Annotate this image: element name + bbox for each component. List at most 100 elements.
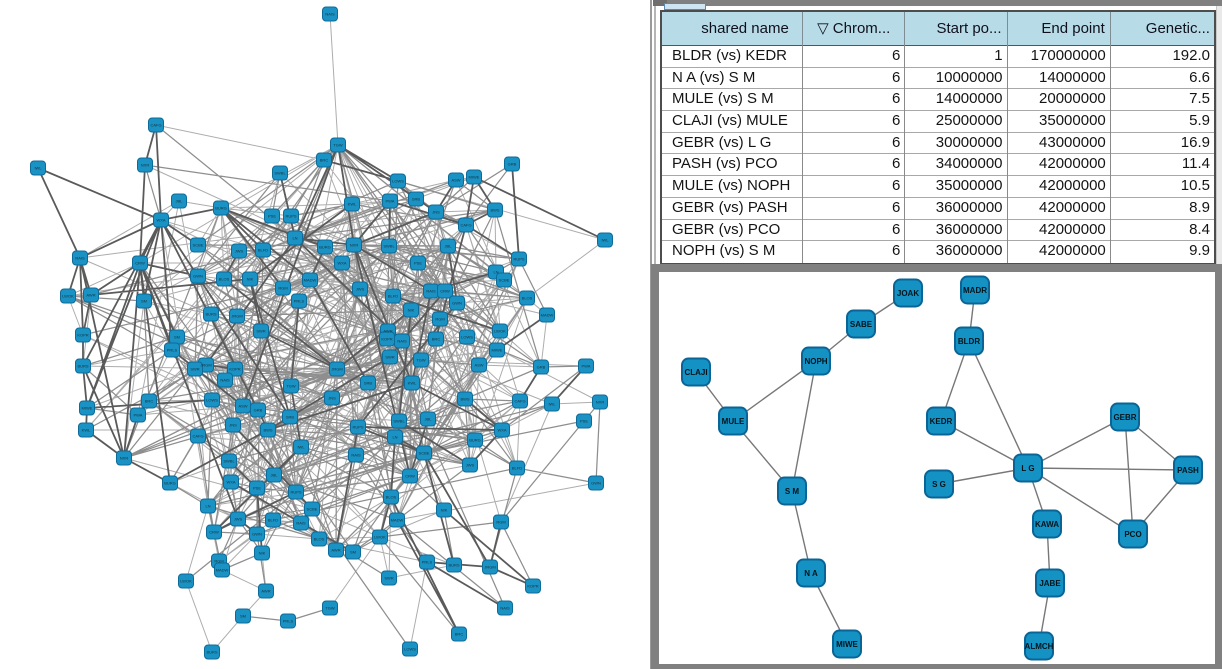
svg-text:CRW: CRW bbox=[209, 530, 219, 535]
svg-text:SWR: SWR bbox=[190, 367, 199, 372]
svg-text:GRB: GRB bbox=[537, 365, 546, 370]
svg-text:RAIS: RAIS bbox=[296, 521, 306, 526]
svg-text:KWL: KWL bbox=[348, 202, 357, 207]
svg-text:JBL: JBL bbox=[176, 199, 184, 204]
svg-text:CRW: CRW bbox=[135, 261, 145, 266]
svg-text:TGW: TGW bbox=[325, 606, 335, 611]
svg-text:SWBL: SWBL bbox=[393, 419, 405, 424]
svg-text:BURS: BURS bbox=[77, 364, 88, 369]
svg-text:SRB: SRB bbox=[412, 197, 421, 202]
svg-text:BURS: BURS bbox=[206, 650, 217, 655]
svg-text:SCBE: SCBE bbox=[419, 451, 430, 456]
svg-text:LN: LN bbox=[292, 236, 297, 241]
svg-text:MIWE: MIWE bbox=[469, 175, 480, 180]
svg-text:BWS: BWS bbox=[460, 397, 469, 402]
svg-text:RGM: RGM bbox=[496, 520, 505, 525]
svg-text:RUPS: RUPS bbox=[513, 257, 524, 262]
svg-text:PRLS: PRLS bbox=[422, 560, 433, 565]
svg-text:MIWE: MIWE bbox=[492, 348, 503, 353]
svg-text:GRB: GRB bbox=[508, 162, 517, 167]
svg-text:JRGM: JRGM bbox=[200, 363, 211, 368]
svg-text:PRLS: PRLS bbox=[167, 348, 178, 353]
svg-text:BURG: BURG bbox=[215, 206, 227, 211]
svg-text:SRB: SRB bbox=[364, 381, 373, 386]
svg-text:NAIS: NAIS bbox=[325, 12, 335, 17]
svg-text:IWL: IWL bbox=[548, 402, 556, 407]
svg-text:JNS: JNS bbox=[229, 423, 237, 428]
svg-text:RUPS: RUPS bbox=[290, 490, 301, 495]
svg-text:NIK: NIK bbox=[441, 508, 448, 513]
svg-text:SM: SM bbox=[141, 299, 147, 304]
svg-text:CAFG: CAFG bbox=[192, 434, 203, 439]
svg-text:RAIS: RAIS bbox=[75, 256, 85, 261]
svg-text:BLOS: BLOS bbox=[386, 495, 397, 500]
svg-text:NXR: NXR bbox=[141, 163, 150, 168]
svg-text:LN: LN bbox=[392, 435, 397, 440]
svg-text:RGM: RGM bbox=[214, 559, 223, 564]
svg-text:BLFD: BLFD bbox=[268, 518, 278, 523]
svg-text:PWA: PWA bbox=[134, 413, 143, 418]
svg-text:SCBE: SCBE bbox=[193, 243, 204, 248]
svg-text:NIK: NIK bbox=[259, 551, 266, 556]
svg-text:JBL: JBL bbox=[445, 244, 453, 249]
svg-text:LOWS: LOWS bbox=[404, 647, 416, 652]
svg-text:SCBE: SCBE bbox=[307, 507, 318, 512]
svg-text:RAIS: RAIS bbox=[351, 453, 361, 458]
svg-text:SWBL: SWBL bbox=[383, 244, 395, 249]
svg-text:BRC: BRC bbox=[432, 337, 441, 342]
svg-text:ASW: ASW bbox=[474, 363, 483, 368]
svg-text:LWOK: LWOK bbox=[374, 535, 386, 540]
svg-text:SWR: SWR bbox=[384, 576, 393, 581]
svg-text:MADW: MADW bbox=[391, 518, 404, 523]
svg-text:SWBL: SWBL bbox=[223, 459, 235, 464]
svg-text:LWOK: LWOK bbox=[494, 329, 506, 334]
svg-text:SWR: SWR bbox=[256, 329, 265, 334]
svg-text:JBL: JBL bbox=[425, 417, 433, 422]
svg-text:BURG: BURG bbox=[469, 438, 481, 443]
svg-text:RUPS: RUPS bbox=[285, 214, 296, 219]
svg-text:NAIS: NAIS bbox=[500, 606, 510, 611]
svg-text:BRC: BRC bbox=[145, 399, 154, 404]
svg-text:RUPS: RUPS bbox=[352, 425, 363, 430]
svg-text:SRB: SRB bbox=[286, 415, 295, 420]
svg-text:JWS: JWS bbox=[466, 463, 475, 468]
svg-text:NXR: NXR bbox=[120, 456, 129, 461]
svg-text:AWR: AWR bbox=[261, 589, 270, 594]
svg-text:WXA: WXA bbox=[226, 480, 235, 485]
svg-text:JRGM: JRGM bbox=[484, 565, 495, 570]
svg-text:BWS: BWS bbox=[263, 428, 272, 433]
svg-text:TGW: TGW bbox=[286, 384, 296, 389]
svg-text:IWL: IWL bbox=[34, 166, 42, 171]
svg-text:PSE: PSE bbox=[580, 419, 588, 424]
svg-text:ASW: ASW bbox=[451, 178, 460, 183]
svg-text:IWL: IWL bbox=[601, 238, 609, 243]
svg-text:BLFD: BLFD bbox=[388, 294, 398, 299]
svg-text:BLFD: BLFD bbox=[258, 248, 268, 253]
svg-text:KWL: KWL bbox=[82, 428, 91, 433]
svg-text:JRGM: JRGM bbox=[231, 314, 242, 319]
svg-text:KOPR: KOPR bbox=[527, 584, 538, 589]
svg-text:GWN: GWN bbox=[452, 301, 462, 306]
svg-text:BLOS: BLOS bbox=[219, 277, 230, 282]
svg-text:GRB: GRB bbox=[254, 408, 263, 413]
svg-text:TGW: TGW bbox=[416, 358, 426, 363]
svg-text:NAIS: NAIS bbox=[397, 339, 407, 344]
svg-text:SWR: SWR bbox=[385, 355, 394, 360]
svg-text:NXR: NXR bbox=[350, 243, 359, 248]
svg-text:MADW: MADW bbox=[304, 278, 317, 283]
svg-text:WXA: WXA bbox=[337, 261, 346, 266]
svg-text:BLOS: BLOS bbox=[522, 296, 533, 301]
svg-text:JRGM: JRGM bbox=[331, 367, 342, 372]
svg-text:SM: SM bbox=[174, 335, 180, 340]
svg-text:LOWS: LOWS bbox=[206, 398, 218, 403]
svg-text:LWOK: LWOK bbox=[180, 579, 192, 584]
svg-text:SWBL: SWBL bbox=[274, 171, 286, 176]
svg-text:LN: LN bbox=[493, 270, 498, 275]
svg-text:CRW: CRW bbox=[405, 474, 415, 479]
svg-text:NAIS: NAIS bbox=[220, 378, 230, 383]
svg-text:SM: SM bbox=[240, 614, 246, 619]
svg-text:BRC: BRC bbox=[320, 158, 329, 163]
svg-text:RAIS: RAIS bbox=[426, 289, 436, 294]
svg-text:JWS: JWS bbox=[234, 517, 243, 522]
svg-text:JNS: JNS bbox=[432, 210, 440, 215]
